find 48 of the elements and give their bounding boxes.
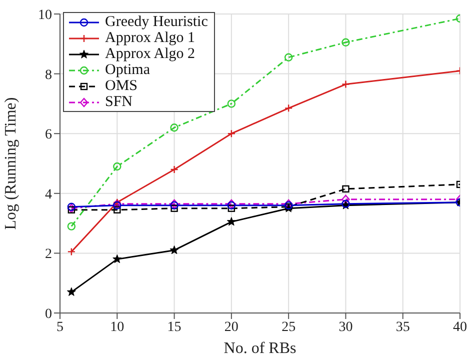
- point: [170, 204, 178, 212]
- point: [227, 130, 236, 138]
- point: [68, 206, 76, 214]
- point: [342, 38, 350, 47]
- x-axis-title: No. of RBs: [224, 340, 296, 357]
- y-tick-label: 0: [45, 306, 52, 322]
- point: [342, 80, 350, 88]
- point: [67, 202, 76, 211]
- y-tick-label: 6: [45, 128, 52, 143]
- x-tick-label: 35: [396, 320, 410, 335]
- point: [66, 287, 76, 296]
- point: [113, 201, 122, 210]
- y-tick-label: 10: [38, 8, 52, 23]
- point: [170, 165, 178, 174]
- point: [170, 201, 178, 210]
- x-tick-label: 15: [167, 320, 182, 335]
- point: [170, 245, 179, 254]
- point: [227, 100, 236, 108]
- point: [67, 222, 76, 230]
- x-tick-label: 30: [338, 320, 353, 335]
- point: [342, 185, 350, 193]
- y-tick-label: 4: [45, 187, 52, 202]
- legend-label: Optima: [105, 62, 150, 78]
- y-axis-title: Log (Running Time): [2, 97, 20, 230]
- x-tick-label: 25: [282, 320, 296, 335]
- point: [284, 53, 293, 62]
- x-tick-label: 5: [56, 320, 64, 335]
- point: [67, 248, 76, 256]
- point: [114, 206, 121, 214]
- legend-label: Approx Algo 2: [105, 46, 195, 62]
- point: [113, 162, 122, 171]
- point: [226, 217, 236, 226]
- y-tick-label: 2: [45, 247, 52, 262]
- legend-label: Approx Algo 1: [105, 30, 195, 46]
- y-tick-label: 8: [45, 68, 52, 83]
- x-tick-label: 40: [453, 320, 467, 335]
- point: [227, 201, 236, 210]
- x-tick-label: 20: [224, 320, 238, 335]
- legend-label: SFN: [105, 94, 133, 110]
- x-tick-label: 10: [110, 320, 124, 335]
- legend-label: Greedy Heuristic: [105, 14, 208, 30]
- legend-label: OMS: [105, 78, 138, 94]
- point: [112, 254, 122, 264]
- point: [228, 204, 236, 212]
- point: [342, 194, 350, 204]
- point: [113, 198, 122, 206]
- point: [284, 104, 293, 112]
- point: [170, 124, 178, 132]
